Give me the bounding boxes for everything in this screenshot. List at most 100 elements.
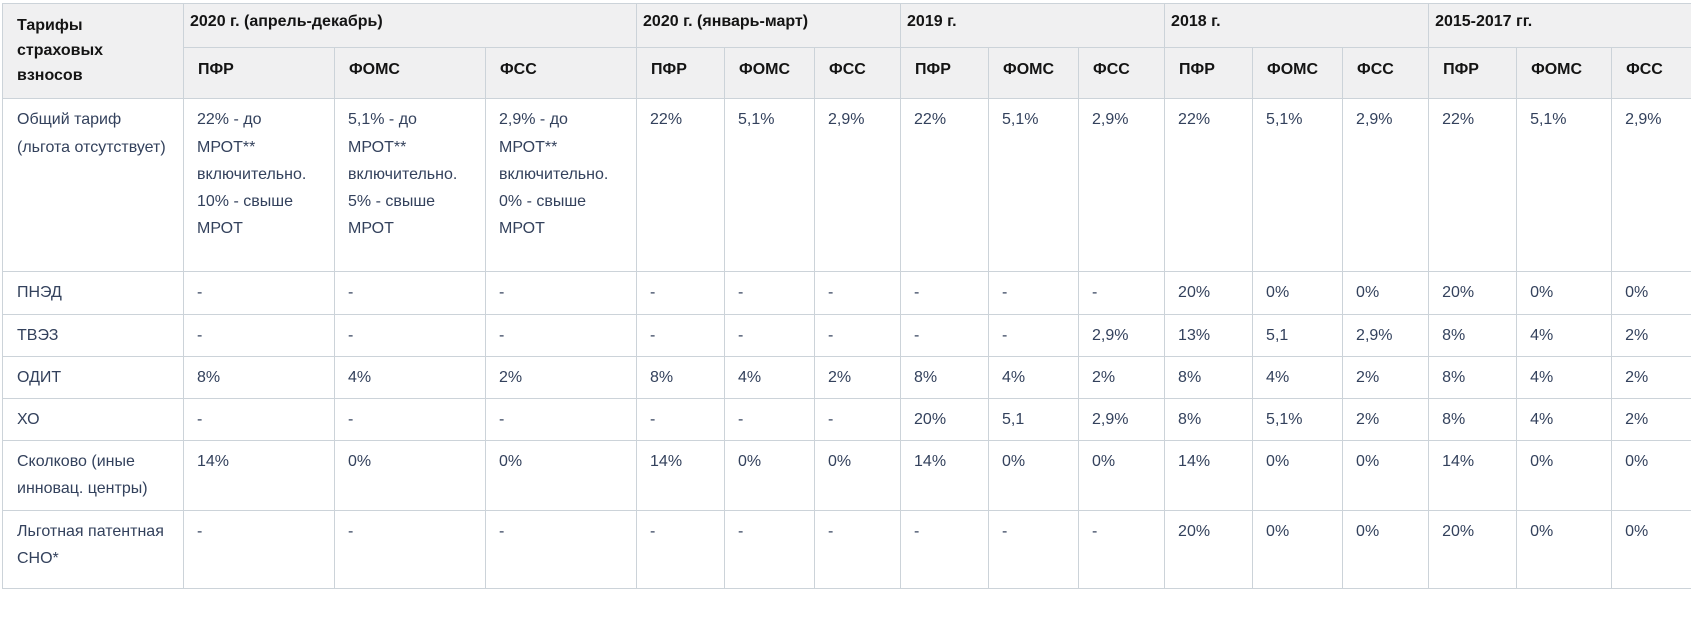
- value-cell: 5,1: [988, 397, 1080, 442]
- value-cell: 22%: [1164, 98, 1254, 273]
- value-cell: 4%: [1252, 355, 1344, 399]
- fund-header: ПФР: [900, 46, 990, 100]
- fund-header: ПФР: [1164, 46, 1254, 100]
- value-cell: 5,1%: [1252, 397, 1344, 442]
- value-cell: 5,1%: [724, 98, 816, 273]
- fund-header: ФОМС: [724, 46, 816, 100]
- value-cell: 0%: [484, 440, 638, 511]
- fund-header: ФСС: [1611, 46, 1691, 100]
- value-cell: 2%: [814, 355, 902, 399]
- fund-header: ПФР: [1428, 46, 1518, 100]
- value-cell: 8%: [1428, 313, 1518, 357]
- insurance-tariff-table: Тарифы страховых взносов 2020 г. (апрель-…: [2, 2, 1691, 589]
- value-cell: 2%: [1342, 355, 1430, 399]
- value-cell: 8%: [1428, 355, 1518, 399]
- value-cell: 2,9%: [1342, 98, 1430, 273]
- value-cell: -: [1078, 509, 1166, 589]
- value-cell: 20%: [900, 397, 990, 442]
- value-cell: -: [724, 509, 816, 589]
- value-cell: -: [636, 509, 726, 589]
- fund-header: ФОМС: [334, 46, 486, 100]
- header-row-groups: Тарифы страховых взносов 2020 г. (апрель-…: [2, 2, 1691, 100]
- value-cell: 0%: [724, 440, 816, 511]
- value-cell: -: [900, 313, 990, 357]
- value-cell: 2%: [1342, 397, 1430, 442]
- value-cell: -: [484, 271, 638, 315]
- year-group-header: 2015-2017 гг.: [1428, 3, 1691, 48]
- value-cell: 22%: [636, 98, 726, 273]
- value-cell: -: [900, 271, 990, 315]
- value-cell: 14%: [636, 440, 726, 511]
- fund-header: ФСС: [484, 46, 638, 100]
- table-row: ТВЭЗ - - - - - - - -2,9% 13% 5,1 2,9% 8% 4% 2%: [2, 313, 1691, 357]
- value-cell: 2%: [1611, 397, 1691, 442]
- value-cell: 2,9%: [1078, 397, 1166, 442]
- value-cell: -: [334, 509, 486, 589]
- value-cell: -: [988, 271, 1080, 315]
- table-body: Общий тариф (льгота отсутствует) 22% - до…: [2, 98, 1691, 589]
- value-cell: 2%: [484, 355, 638, 399]
- value-cell: -: [334, 313, 486, 357]
- value-cell: 4%: [1516, 397, 1613, 442]
- value-cell: 4%: [1516, 355, 1613, 399]
- value-cell: 2,9% - до МРОТ** включительно. 0% - свыш…: [484, 98, 638, 273]
- table-row: Общий тариф (льгота отсутствует) 22% - до…: [2, 98, 1691, 273]
- value-cell: -: [334, 271, 486, 315]
- value-cell: 2,9%: [1078, 98, 1166, 273]
- table-row: Льготная патентная СНО* - - - - - - - - -20% 0% 0% 2…: [2, 509, 1691, 589]
- value-cell: 8%: [1164, 355, 1254, 399]
- value-cell: 8%: [900, 355, 990, 399]
- fund-header: ФСС: [1342, 46, 1430, 100]
- value-cell: -: [636, 271, 726, 315]
- value-cell: -: [183, 397, 335, 442]
- value-cell: -: [814, 313, 902, 357]
- value-cell: 0%: [1342, 271, 1430, 315]
- value-cell: 14%: [183, 440, 335, 511]
- value-cell: 5,1%: [988, 98, 1080, 273]
- row-label: Общий тариф (льгота отсутствует): [2, 98, 184, 273]
- value-cell: 2,9%: [814, 98, 902, 273]
- value-cell: 0%: [334, 440, 486, 511]
- value-cell: 2,9%: [1342, 313, 1430, 357]
- value-cell: 0%: [1611, 440, 1691, 511]
- value-cell: 0%: [1342, 440, 1430, 511]
- row-label: ОДИТ: [2, 355, 184, 399]
- table-header: Тарифы страховых взносов 2020 г. (апрель-…: [2, 2, 1691, 100]
- year-group-header: 2020 г. (апрель-декабрь): [182, 3, 638, 48]
- value-cell: 13%: [1164, 313, 1254, 357]
- value-cell: -: [724, 397, 816, 442]
- value-cell: 0%: [1252, 271, 1344, 315]
- value-cell: 2%: [1611, 313, 1691, 357]
- value-cell: 0%: [1252, 509, 1344, 589]
- header-row-funds: ПФР ФОМС ФСС ПФР ФОМС ФСС ПФР ФОМС ФСС ПФР ФОМС ФСС…: [3, 46, 1691, 100]
- table-row: Сколково (иные инновац. центры) 14% 0% 0% 14…: [2, 440, 1691, 511]
- value-cell: 0%: [1516, 440, 1613, 511]
- value-cell: 14%: [900, 440, 990, 511]
- year-group-header: 2020 г. (январь-март): [636, 3, 902, 48]
- value-cell: 5,1%: [1252, 98, 1344, 273]
- value-cell: -: [334, 397, 486, 442]
- year-group-header: 2018 г.: [1164, 3, 1430, 48]
- value-cell: 14%: [1428, 440, 1518, 511]
- value-cell: -: [724, 271, 816, 315]
- value-cell: -: [814, 509, 902, 589]
- fund-header: ФОМС: [988, 46, 1080, 100]
- fund-header: ФСС: [1078, 46, 1166, 100]
- value-cell: 2,9%: [1611, 98, 1691, 273]
- value-cell: 22% - до МРОТ** включительно. 10% - свыш…: [183, 98, 335, 273]
- value-cell: -: [724, 313, 816, 357]
- value-cell: 5,1% - до МРОТ** включительно. 5% - свыш…: [334, 98, 486, 273]
- value-cell: -: [183, 313, 335, 357]
- fund-header: ФОМС: [1516, 46, 1613, 100]
- value-cell: 2,9%: [1078, 313, 1166, 357]
- value-cell: 0%: [1342, 509, 1430, 589]
- value-cell: -: [636, 313, 726, 357]
- table-row: ХО - - - - - -20% 5,1 2,9% 8% 5,1% 2% 8% 4% 2%: [2, 397, 1691, 442]
- value-cell: 14%: [1164, 440, 1254, 511]
- value-cell: -: [814, 397, 902, 442]
- table-row: ПНЭД - - - - - - - - -20% 0% 0% 20% 0% 0%: [2, 271, 1691, 315]
- value-cell: 20%: [1164, 271, 1254, 315]
- value-cell: 0%: [988, 440, 1080, 511]
- value-cell: 20%: [1428, 509, 1518, 589]
